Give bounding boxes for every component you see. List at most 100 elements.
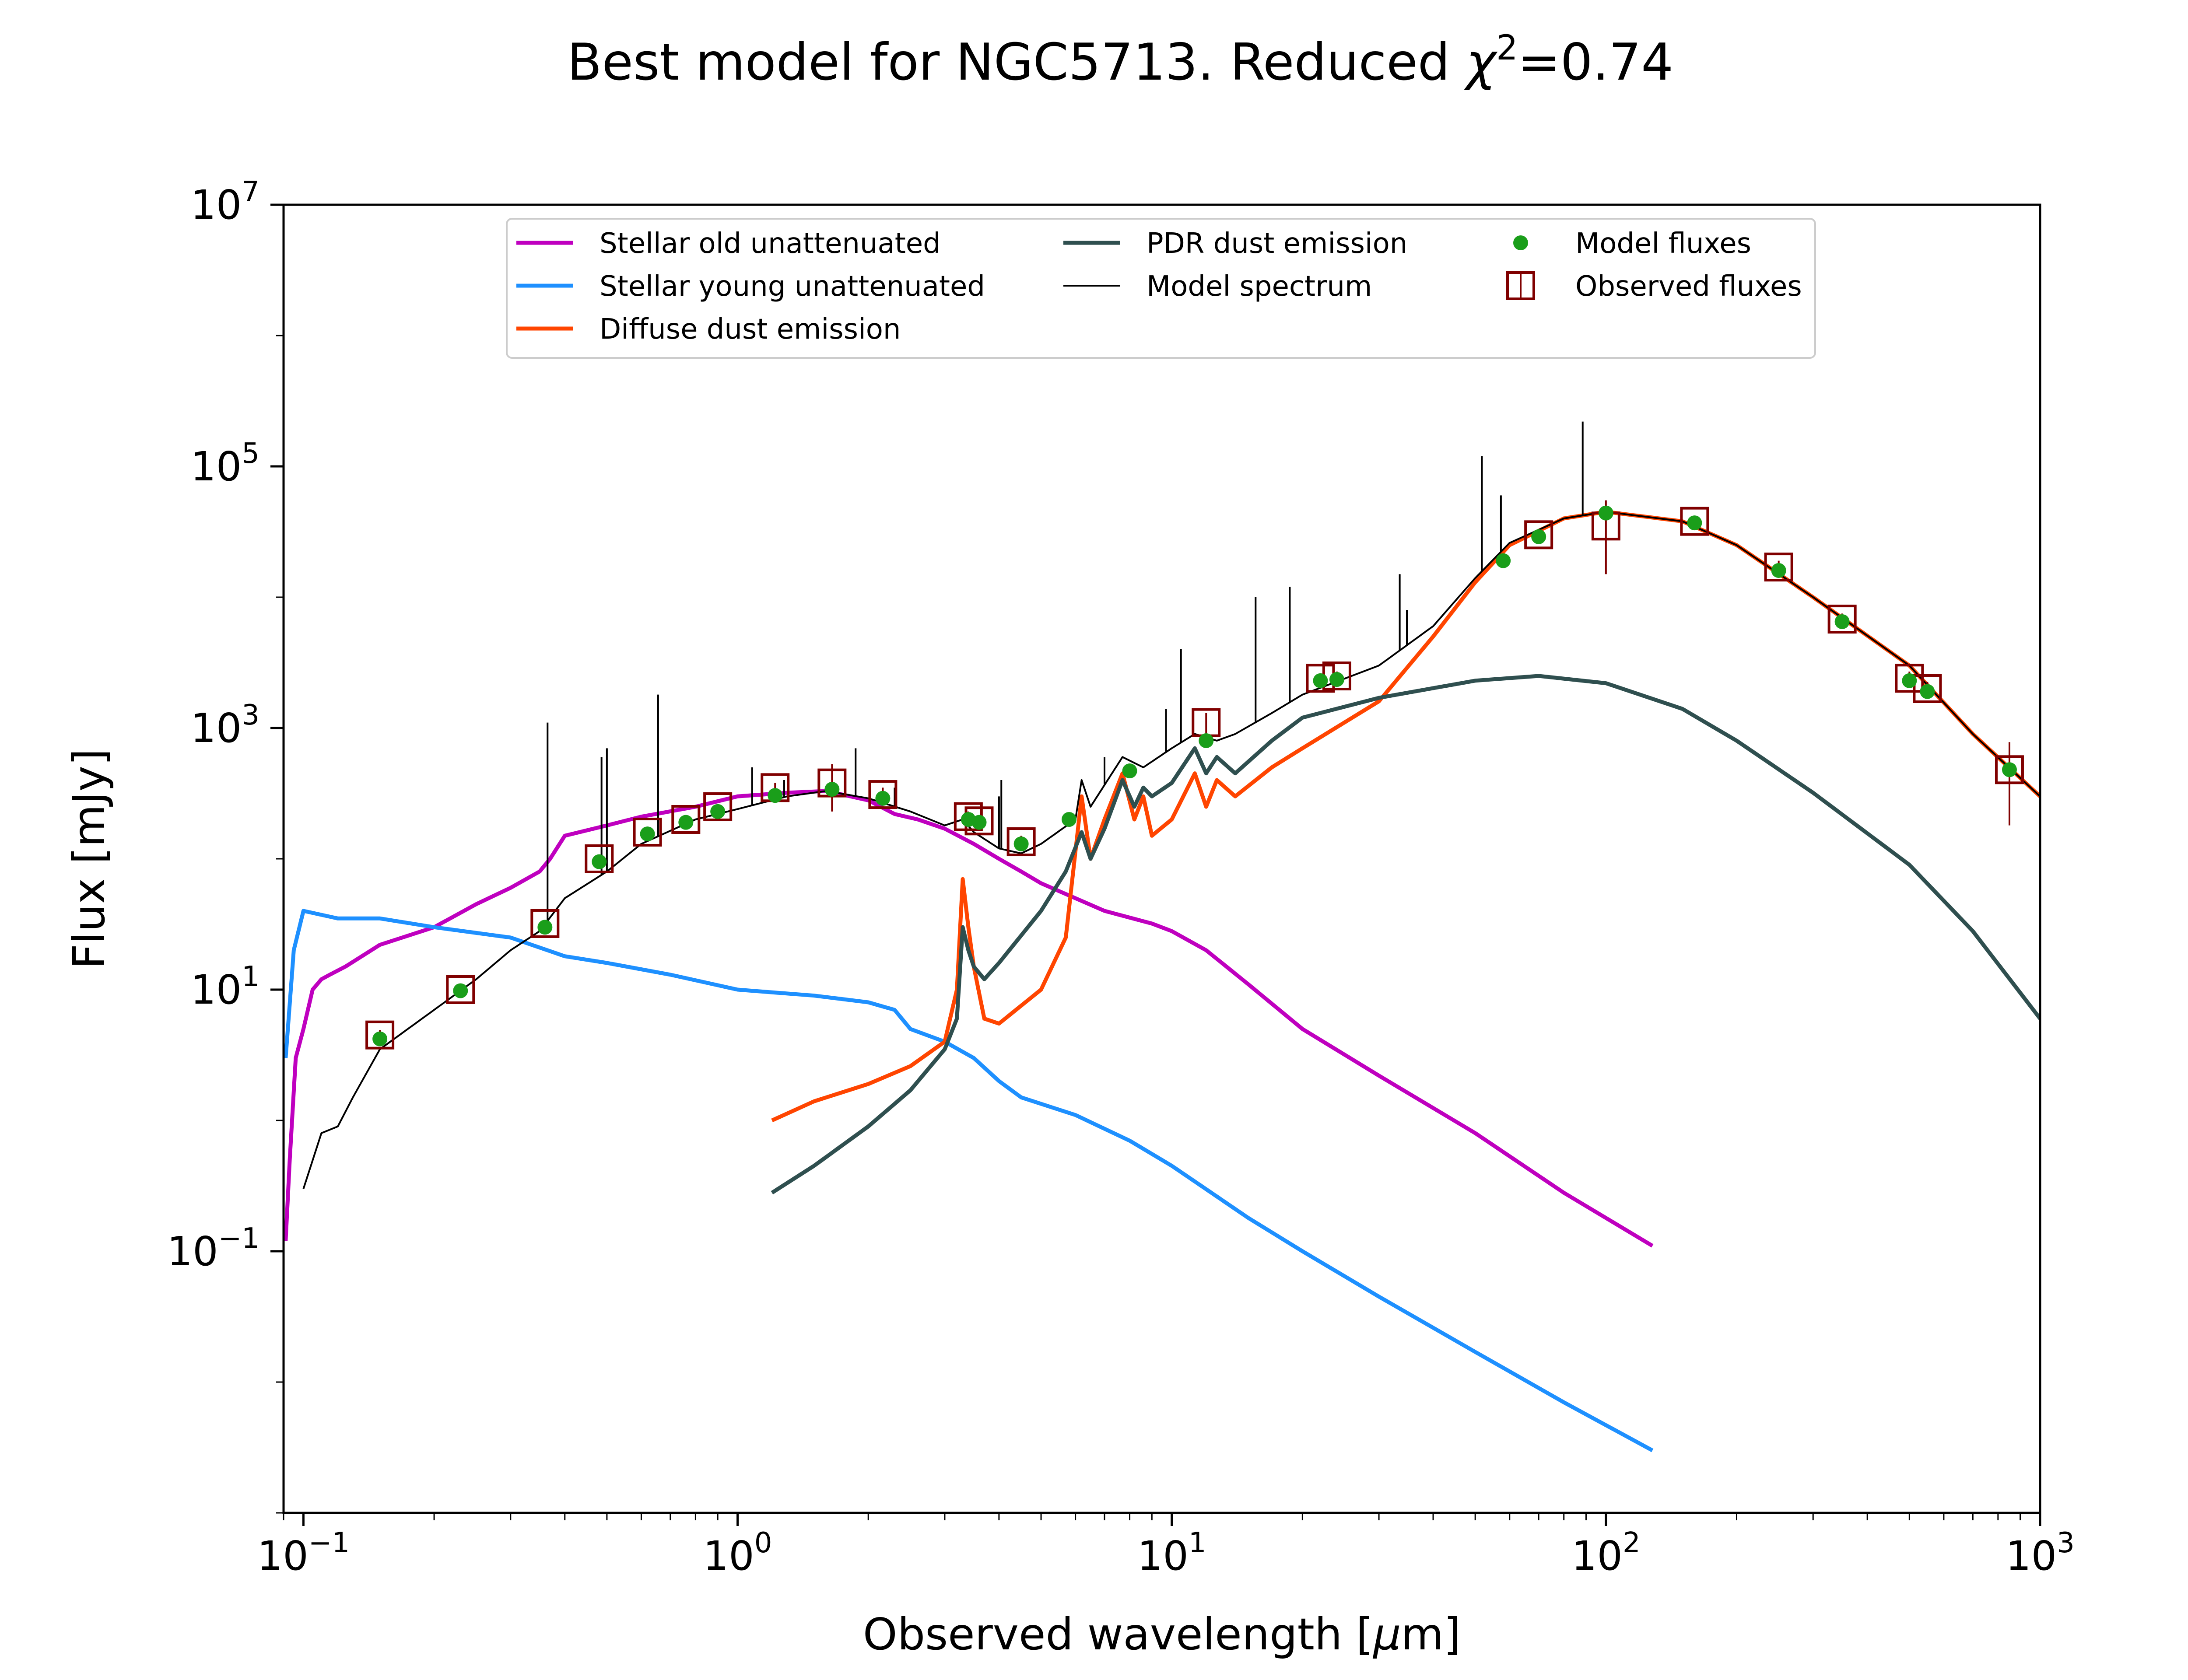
legend-label: Diffuse dust emission — [600, 313, 901, 346]
model-flux-point — [824, 782, 840, 797]
legend-item-pdr-dust-emission: PDR dust emission — [1063, 228, 1407, 260]
legend-item-model-spectrum: Model spectrum — [1063, 270, 1372, 303]
model-flux-point — [1313, 673, 1328, 688]
x-tick-exp: 2 — [1623, 1527, 1641, 1559]
series-model-spectrum — [302, 511, 2040, 1189]
observed-flux-marker — [365, 1020, 395, 1050]
model-flux-point — [1061, 812, 1076, 827]
xlabel-prefix: Observed wavelength [ — [863, 1609, 1373, 1660]
title-prefix: Best model for NGC5713. Reduced — [567, 33, 1466, 92]
legend-label: Model fluxes — [1575, 228, 1751, 260]
model-flux-point — [1531, 529, 1546, 544]
x-tick-base: 10 — [703, 1533, 754, 1579]
emission-lines-layer — [547, 421, 1584, 921]
series-layer — [284, 510, 2040, 1452]
model-flux-point — [1013, 836, 1029, 851]
y-tick-base: 10 — [190, 966, 242, 1013]
observed-flux-marker — [530, 909, 560, 938]
observed-flux-marker — [1764, 553, 1793, 582]
y-axis-label: Flux [mJy] — [63, 749, 115, 969]
model-flux-point — [592, 854, 607, 869]
model-flux-point — [678, 815, 694, 830]
x-ticks: 10−1 100 101 102 103 — [257, 1513, 2075, 1579]
observed-flux-marker — [1006, 827, 1036, 857]
x-tick-label: 100 — [703, 1527, 772, 1579]
model-flux-point — [1834, 614, 1850, 629]
title-suffix: =0.74 — [1518, 33, 1673, 92]
title-chi: χ — [1463, 33, 1498, 92]
model-flux-point — [1496, 553, 1511, 568]
y-tick-label: 107 — [190, 176, 259, 228]
legend-item-stellar-old-unattenuated: Stellar old unattenuated — [516, 228, 941, 260]
model-flux-point — [768, 788, 783, 803]
x-tick-label: 101 — [1137, 1527, 1206, 1579]
model-flux-point — [453, 983, 468, 998]
observed-flux-marker — [446, 975, 475, 1004]
y-tick-exp: 3 — [242, 699, 259, 732]
chart-title: Best model for NGC5713. Reduced χ2=0.74 — [567, 28, 1673, 92]
legend-label: Model spectrum — [1147, 270, 1372, 303]
observed-flux-marker — [1680, 507, 1709, 536]
model-flux-point — [710, 804, 726, 819]
observed-flux-marker — [1524, 520, 1553, 550]
x-axis-label: Observed wavelength [μm] — [863, 1609, 1461, 1660]
y-tick-base: 10 — [167, 1228, 218, 1275]
series-stellar-young-unattenuated — [284, 909, 1654, 1452]
legend-swatch — [1506, 271, 1535, 300]
x-tick-exp: 1 — [1189, 1527, 1206, 1559]
y-tick-base: 10 — [190, 443, 242, 490]
x-tick-base: 10 — [2006, 1533, 2057, 1579]
model-flux-point — [372, 1031, 388, 1046]
x-tick-exp: 3 — [2057, 1527, 2075, 1559]
legend-label: PDR dust emission — [1147, 228, 1407, 260]
legend-swatch — [1513, 235, 1528, 250]
y-tick-label: 10−1 — [167, 1222, 259, 1275]
model-flux-point — [2002, 762, 2017, 777]
x-tick-exp: 0 — [754, 1527, 772, 1559]
observed-flux-marker — [585, 844, 614, 873]
observed-flux-marker — [633, 817, 662, 847]
x-tick-base: 10 — [1571, 1533, 1623, 1579]
observed-flux-marker — [1827, 605, 1857, 634]
y-tick-exp: −1 — [218, 1222, 259, 1255]
legend-label: Observed fluxes — [1575, 270, 1802, 303]
model-flux-point — [875, 791, 891, 806]
legend-label: Stellar young unattenuated — [600, 270, 985, 303]
observed-flux-marker — [1913, 674, 1942, 703]
xlabel-suffix: m] — [1401, 1609, 1461, 1660]
y-tick-base: 10 — [190, 182, 242, 228]
y-tick-base: 10 — [190, 705, 242, 752]
legend: Stellar old unattenuated Stellar young un… — [506, 218, 1816, 359]
x-tick-label: 103 — [2006, 1527, 2075, 1579]
legend-box — [506, 218, 1816, 359]
observed-flux-marker — [1995, 755, 2024, 784]
model-flux-point — [1329, 672, 1344, 687]
model-flux-point — [640, 826, 655, 842]
model-flux-point — [1687, 515, 1702, 531]
model-flux-point — [1598, 505, 1613, 521]
series-stellar-old-unattenuated — [284, 789, 1654, 1248]
y-tick-exp: 5 — [242, 438, 259, 470]
model-flux-point — [1122, 763, 1137, 779]
model-flux-point — [537, 920, 553, 935]
legend-item-diffuse-dust-emission: Diffuse dust emission — [516, 313, 901, 346]
series-pdr-dust-emission — [771, 674, 2040, 1195]
x-tick-label: 10−1 — [257, 1527, 350, 1579]
model-flux-point — [1920, 684, 1935, 699]
x-tick-label: 102 — [1571, 1527, 1641, 1579]
y-tick-exp: 1 — [242, 961, 259, 993]
markers-layer — [365, 500, 2024, 1050]
y-tick-exp: 7 — [242, 176, 259, 208]
x-tick-exp: −1 — [309, 1527, 350, 1559]
x-tick-base: 10 — [1137, 1533, 1189, 1579]
legend-label: Stellar old unattenuated — [600, 228, 941, 260]
observed-flux-marker — [1895, 664, 1924, 693]
y-tick-label: 105 — [190, 438, 259, 490]
model-flux-point — [1199, 733, 1214, 748]
y-tick-label: 103 — [190, 699, 259, 752]
model-flux-point — [1771, 563, 1786, 578]
xlabel-mu: μ — [1372, 1609, 1401, 1660]
legend-item-stellar-young-unattenuated: Stellar young unattenuated — [516, 270, 985, 303]
